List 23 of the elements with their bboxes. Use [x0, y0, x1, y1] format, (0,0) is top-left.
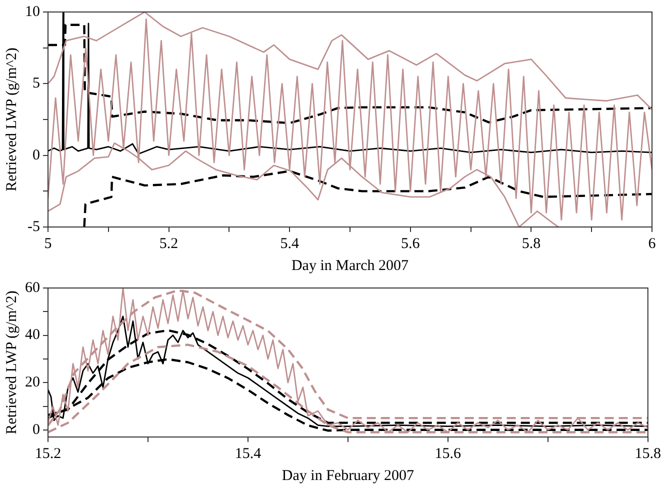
- y-axis-title: Retrieved LWP (g/m^2): [4, 290, 20, 434]
- y-tick-label: 60: [25, 280, 40, 296]
- y-tick-label: -5: [28, 218, 40, 235]
- x-tick-label: 5: [44, 236, 52, 252]
- x-tick-label: 5.6: [401, 236, 420, 252]
- x-tick-label: 15.2: [34, 446, 62, 462]
- y-tick-label: 5: [32, 76, 40, 92]
- y-tick-label: 10: [25, 4, 40, 20]
- x-tick-label: 5.2: [159, 236, 178, 252]
- x-tick-label: 5.4: [280, 236, 300, 252]
- x-tick-label: 6: [648, 236, 656, 252]
- y-axis-title: Retrieved LWP (g/m^2): [4, 48, 20, 192]
- y-tick-label: 40: [25, 327, 40, 344]
- y-tick-label: 0: [32, 422, 40, 438]
- x-tick-label: 15.4: [234, 446, 262, 462]
- y-tick-label: 0: [32, 147, 40, 164]
- y-tick-label: 20: [25, 374, 40, 391]
- line-series: [83, 170, 652, 227]
- x-axis-title: Day in March 2007: [291, 258, 410, 274]
- x-tick-label: 5.8: [522, 236, 541, 252]
- x-tick-label: 15.6: [434, 446, 462, 462]
- x-tick-label: 15.8: [634, 446, 661, 462]
- x-axis-title: Day in February 2007: [282, 468, 414, 484]
